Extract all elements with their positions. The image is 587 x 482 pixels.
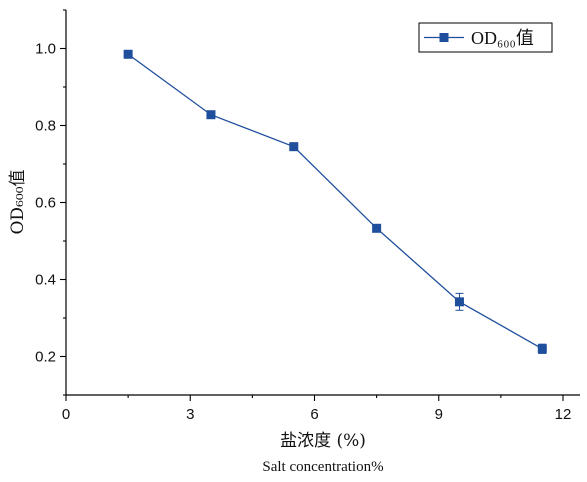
legend-label: OD₆₀₀值 bbox=[471, 28, 534, 48]
y-tick-label: 0.2 bbox=[35, 349, 56, 366]
series-line bbox=[127, 53, 543, 350]
data-point bbox=[372, 223, 382, 233]
data-point bbox=[537, 344, 547, 354]
x-axis-label-english: Salt concentration% bbox=[262, 459, 383, 475]
data-point bbox=[289, 142, 299, 152]
x-tick-label: 9 bbox=[435, 406, 443, 423]
legend: OD₆₀₀值 bbox=[418, 22, 553, 53]
x-tick-label: 6 bbox=[310, 406, 318, 423]
x-tick-label: 3 bbox=[186, 406, 194, 423]
y-ticks: 0.2 0.4 0.6 0.8 1.0 bbox=[35, 9, 66, 396]
legend-marker bbox=[439, 33, 449, 42]
series-layer bbox=[123, 49, 547, 354]
y-tick-label: 0.6 bbox=[35, 195, 56, 212]
axes bbox=[65, 10, 580, 396]
x-tick-label: 0 bbox=[62, 406, 70, 423]
data-point bbox=[206, 110, 216, 120]
y-tick-label: 0.4 bbox=[35, 272, 56, 289]
y-tick-label: 0.8 bbox=[35, 118, 56, 135]
y-axis-label: OD₆₀₀值 bbox=[8, 169, 28, 234]
x-ticks: 0 3 6 9 12 bbox=[62, 395, 572, 423]
data-point bbox=[454, 297, 464, 307]
y-tick-label: 1.0 bbox=[35, 41, 56, 58]
x-axis-label: 盐浓度 (%) bbox=[280, 431, 366, 451]
data-point bbox=[123, 49, 133, 59]
x-tick-label: 12 bbox=[555, 406, 572, 423]
